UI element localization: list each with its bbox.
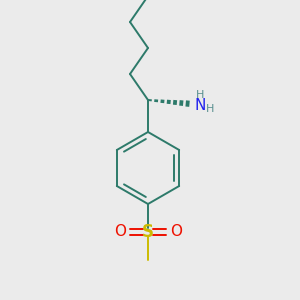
- Text: O: O: [170, 224, 182, 239]
- Text: N: N: [194, 98, 206, 112]
- Text: S: S: [142, 223, 154, 241]
- Text: H: H: [196, 90, 204, 100]
- Text: H: H: [206, 104, 214, 114]
- Text: O: O: [114, 224, 126, 239]
